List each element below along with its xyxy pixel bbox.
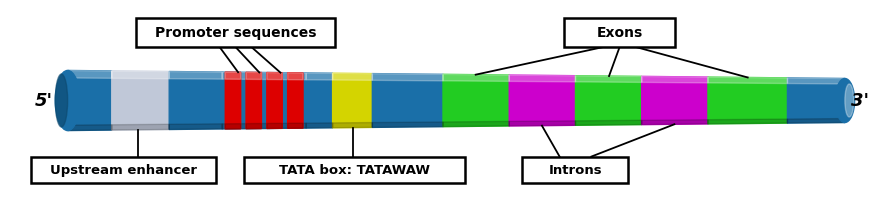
Text: 3': 3' bbox=[851, 92, 869, 110]
Polygon shape bbox=[641, 77, 708, 83]
Text: 5': 5' bbox=[35, 92, 53, 110]
Polygon shape bbox=[225, 73, 241, 80]
FancyBboxPatch shape bbox=[136, 19, 335, 48]
Polygon shape bbox=[288, 124, 303, 129]
Polygon shape bbox=[246, 73, 261, 80]
Polygon shape bbox=[112, 125, 169, 130]
Polygon shape bbox=[222, 73, 306, 80]
Polygon shape bbox=[288, 73, 303, 80]
Ellipse shape bbox=[55, 71, 80, 131]
Polygon shape bbox=[112, 72, 169, 130]
Polygon shape bbox=[288, 73, 303, 129]
Polygon shape bbox=[169, 72, 222, 130]
Polygon shape bbox=[67, 71, 112, 131]
FancyBboxPatch shape bbox=[30, 157, 216, 183]
Polygon shape bbox=[641, 120, 708, 125]
Polygon shape bbox=[708, 78, 788, 84]
Text: Exons: Exons bbox=[596, 26, 642, 40]
Polygon shape bbox=[576, 76, 641, 83]
Polygon shape bbox=[246, 73, 261, 129]
Polygon shape bbox=[169, 124, 222, 130]
Polygon shape bbox=[246, 124, 261, 129]
Polygon shape bbox=[443, 75, 509, 127]
Polygon shape bbox=[708, 119, 788, 124]
Polygon shape bbox=[225, 73, 241, 129]
FancyBboxPatch shape bbox=[245, 157, 465, 183]
Ellipse shape bbox=[55, 75, 67, 127]
Text: Upstream enhancer: Upstream enhancer bbox=[50, 163, 197, 176]
Polygon shape bbox=[641, 77, 708, 125]
Polygon shape bbox=[169, 72, 222, 80]
Polygon shape bbox=[332, 123, 372, 128]
Text: TATA box: TATAWAW: TATA box: TATAWAW bbox=[279, 163, 431, 176]
Polygon shape bbox=[306, 123, 332, 128]
Text: Introns: Introns bbox=[548, 163, 602, 176]
Polygon shape bbox=[576, 76, 641, 126]
Polygon shape bbox=[222, 123, 306, 129]
Polygon shape bbox=[509, 121, 576, 126]
Polygon shape bbox=[708, 78, 788, 124]
Polygon shape bbox=[332, 74, 372, 128]
Polygon shape bbox=[112, 72, 169, 79]
Polygon shape bbox=[372, 122, 443, 128]
Polygon shape bbox=[509, 76, 576, 126]
Ellipse shape bbox=[845, 85, 854, 117]
FancyBboxPatch shape bbox=[523, 157, 628, 183]
Polygon shape bbox=[332, 74, 372, 81]
Polygon shape bbox=[67, 125, 112, 131]
Polygon shape bbox=[267, 73, 283, 80]
Polygon shape bbox=[225, 124, 241, 129]
Polygon shape bbox=[788, 79, 845, 123]
Text: Promoter sequences: Promoter sequences bbox=[155, 26, 316, 40]
Polygon shape bbox=[306, 74, 332, 81]
Polygon shape bbox=[267, 124, 283, 129]
Polygon shape bbox=[372, 74, 443, 128]
Polygon shape bbox=[222, 73, 306, 129]
Ellipse shape bbox=[835, 79, 855, 123]
FancyBboxPatch shape bbox=[564, 19, 675, 48]
Polygon shape bbox=[372, 74, 443, 81]
Polygon shape bbox=[509, 76, 576, 82]
Polygon shape bbox=[576, 121, 641, 126]
Polygon shape bbox=[306, 74, 332, 128]
Polygon shape bbox=[267, 73, 283, 129]
Polygon shape bbox=[788, 119, 845, 123]
Polygon shape bbox=[443, 122, 509, 127]
Polygon shape bbox=[443, 75, 509, 82]
Polygon shape bbox=[67, 71, 112, 79]
Polygon shape bbox=[788, 79, 845, 85]
